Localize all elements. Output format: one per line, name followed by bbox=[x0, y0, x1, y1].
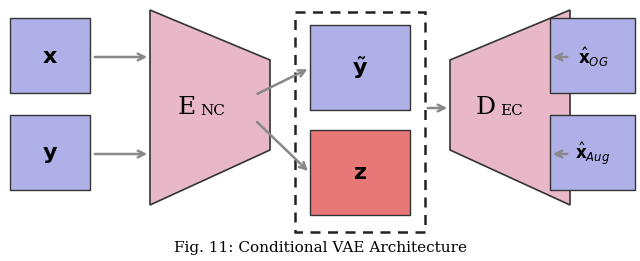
FancyBboxPatch shape bbox=[310, 130, 410, 215]
Text: D: D bbox=[476, 97, 496, 120]
Text: $\mathbf{x}$: $\mathbf{x}$ bbox=[42, 46, 58, 68]
Text: $\mathbf{z}$: $\mathbf{z}$ bbox=[353, 162, 367, 184]
Text: $\mathbf{y}$: $\mathbf{y}$ bbox=[42, 143, 58, 165]
FancyBboxPatch shape bbox=[310, 25, 410, 110]
Polygon shape bbox=[450, 10, 570, 205]
FancyBboxPatch shape bbox=[550, 115, 635, 190]
FancyBboxPatch shape bbox=[10, 115, 90, 190]
Text: $\tilde{\mathbf{y}}$: $\tilde{\mathbf{y}}$ bbox=[352, 55, 368, 81]
FancyBboxPatch shape bbox=[550, 18, 635, 93]
FancyBboxPatch shape bbox=[10, 18, 90, 93]
Text: $\hat{\mathbf{x}}_{Aug}$: $\hat{\mathbf{x}}_{Aug}$ bbox=[575, 141, 611, 167]
Text: EC: EC bbox=[500, 104, 523, 118]
Text: Fig. 11: Conditional VAE Architecture: Fig. 11: Conditional VAE Architecture bbox=[173, 241, 467, 255]
Text: NC: NC bbox=[200, 104, 225, 118]
Text: E: E bbox=[178, 97, 196, 120]
Polygon shape bbox=[150, 10, 270, 205]
Text: $\hat{\mathbf{x}}_{OG}$: $\hat{\mathbf{x}}_{OG}$ bbox=[578, 45, 608, 69]
